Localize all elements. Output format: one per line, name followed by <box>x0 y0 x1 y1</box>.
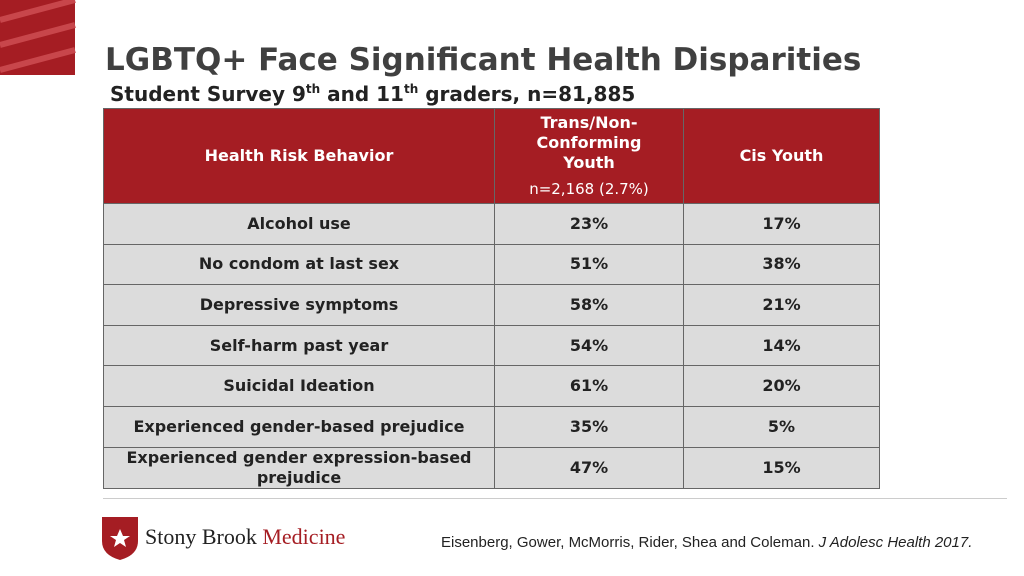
header-text: Trans/Non-Conforming Youth <box>536 113 642 172</box>
label-cell: Depressive symptoms <box>103 284 495 326</box>
table-body: Alcohol use 23% 17% No condom at last sex 51… <box>103 203 880 489</box>
logo-part: Stony Brook <box>145 524 263 549</box>
superscript: th <box>305 82 321 96</box>
value-cell: 20% <box>683 365 880 407</box>
label-cell: Suicidal Ideation <box>103 365 495 407</box>
label-cell: Experienced gender expression-based prej… <box>103 446 495 489</box>
value-cell: 35% <box>494 405 684 448</box>
value-cell: 21% <box>683 284 880 326</box>
label-cell: Alcohol use <box>103 203 495 245</box>
value-cell: 5% <box>683 405 880 448</box>
value-cell: 17% <box>683 203 880 245</box>
subtitle-part: and 11 <box>320 82 404 106</box>
subtitle: Student Survey 9th and 11th graders, n=8… <box>110 82 635 106</box>
header-cell: Health Risk Behavior <box>103 108 495 204</box>
table-row: Experienced gender-based prejudice 35% 5% <box>103 405 880 448</box>
header-text: Cis Youth <box>739 146 824 165</box>
table-row: Experienced gender expression-based prej… <box>103 446 880 489</box>
table-row: Self-harm past year 54% 14% <box>103 324 880 367</box>
citation-journal: J Adolesc Health 2017. <box>818 534 973 551</box>
table-row: Alcohol use 23% 17% <box>103 203 880 245</box>
table-row: Suicidal Ideation 61% 20% <box>103 365 880 407</box>
value-cell: 23% <box>494 203 684 245</box>
value-cell: 15% <box>683 446 880 489</box>
logo-shield <box>102 517 138 560</box>
value-cell: 61% <box>494 365 684 407</box>
superscript: th <box>403 82 419 96</box>
value-cell: 47% <box>494 446 684 489</box>
column-note: n=2,168 (2.7%) <box>529 180 649 198</box>
subtitle-part: Student Survey 9 <box>110 82 306 106</box>
table-row: Depressive symptoms 58% 21% <box>103 284 880 326</box>
table-row: No condom at last sex 51% 38% <box>103 243 880 286</box>
header-cell: Cis Youth <box>683 108 880 204</box>
value-cell: 51% <box>494 243 684 286</box>
header-text: Health Risk Behavior <box>204 146 394 165</box>
value-cell: 14% <box>683 324 880 367</box>
table: Health Risk Behavior Trans/Non-Conformin… <box>103 108 880 489</box>
value-cell: 38% <box>683 243 880 286</box>
value-cell: 54% <box>494 324 684 367</box>
divider <box>103 498 1007 499</box>
label-cell: Experienced gender-based prejudice <box>103 405 495 448</box>
logo-text: Stony Brook Medicine <box>145 524 345 550</box>
label-cell: No condom at last sex <box>103 243 495 286</box>
header-row: Health Risk Behavior Trans/Non-Conformin… <box>103 108 880 204</box>
subtitle-part: graders, n=81,885 <box>418 82 636 106</box>
citation-authors: Eisenberg, Gower, McMorris, Rider, Shea … <box>441 534 819 551</box>
header-cell: Trans/Non-Conforming Youth n=2,168 (2.7%) <box>494 108 684 204</box>
corner-decoration <box>0 0 76 75</box>
title: LGBTQ+ Face Significant Health Dispariti… <box>105 42 862 78</box>
logo-part: Medicine <box>262 524 346 549</box>
value-cell: 58% <box>494 284 684 326</box>
citation: Eisenberg, Gower, McMorris, Rider, Shea … <box>441 534 972 551</box>
label-cell: Self-harm past year <box>103 324 495 367</box>
